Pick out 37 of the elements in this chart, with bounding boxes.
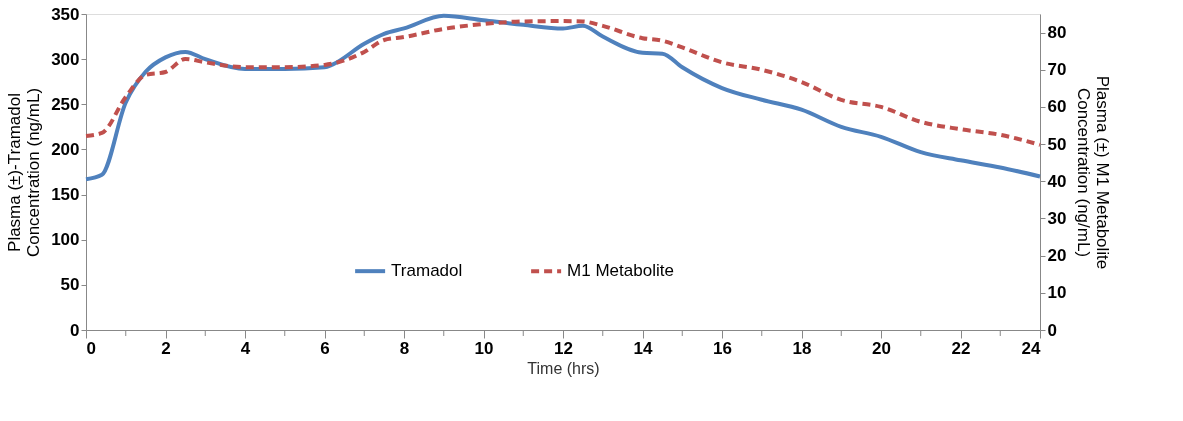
x-tick-label: 12 — [554, 338, 573, 358]
y2-tick-label: 60 — [1047, 97, 1067, 117]
y-tick-label: 50 — [60, 275, 80, 295]
legend-label: M1 Metabolite — [567, 261, 674, 281]
y-tick-label: 150 — [51, 185, 80, 205]
x-tick-label: 14 — [633, 338, 653, 358]
x-tick-label: 4 — [240, 338, 251, 358]
y-tick-label: 0 — [70, 320, 80, 340]
x-tick-label: 16 — [713, 338, 732, 358]
y-axis-title: Plasma (±)-Tramadol Concentration (ng/mL) — [5, 87, 44, 258]
x-tick-label: 10 — [474, 338, 494, 358]
y2-tick-label: 0 — [1047, 320, 1057, 340]
x-tick-label: 22 — [951, 338, 971, 358]
y2-tick-label: 50 — [1047, 134, 1067, 154]
x-tick-label: 6 — [320, 338, 330, 358]
x-tick-label: 0 — [86, 338, 96, 358]
y-tick-label: 100 — [51, 230, 80, 250]
x-tick-label: 2 — [161, 338, 171, 358]
x-tick-label: 20 — [872, 338, 891, 358]
x-tick-label: 18 — [792, 338, 812, 358]
legend-label: Tramadol — [391, 261, 463, 281]
y2-tick-label: 30 — [1047, 208, 1067, 228]
y2-tick-label: 40 — [1047, 171, 1067, 191]
x-tick-label: 8 — [399, 338, 410, 358]
line-series — [84, 13, 1042, 182]
y2-tick-label: 10 — [1047, 283, 1067, 303]
line-series — [84, 19, 1042, 147]
y2-tick-label: 80 — [1047, 23, 1067, 43]
x-axis-title: Time (hrs) — [527, 359, 600, 377]
y2-tick-label: 20 — [1047, 246, 1067, 266]
x-tick-label: 24 — [1021, 338, 1042, 358]
y-tick-label: 300 — [51, 49, 80, 69]
y-tick-label: 250 — [51, 94, 80, 114]
y2-tick-label: 70 — [1047, 60, 1067, 80]
y-tick-label: 200 — [51, 139, 80, 159]
y-tick-label: 350 — [51, 4, 80, 24]
y2-axis-title: Plasma (±) M1 Metabolite Concentration (ng/mL) — [1074, 75, 1113, 270]
